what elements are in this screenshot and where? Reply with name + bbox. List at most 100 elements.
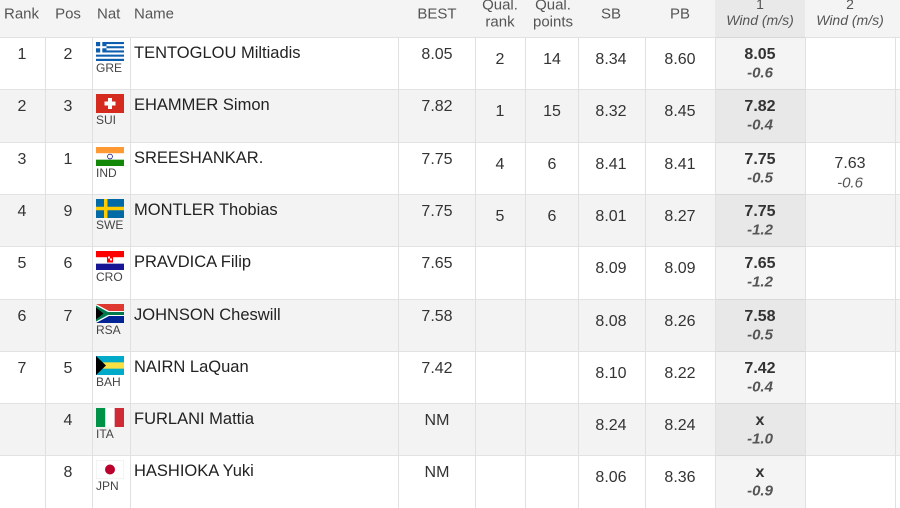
- nat-code: GRE: [96, 61, 123, 75]
- attempt-col-bg: [715, 0, 805, 508]
- qual-rank: 2: [495, 51, 505, 68]
- column-header: Wind (m/s): [816, 12, 884, 28]
- pos: 4: [63, 412, 73, 430]
- best: 7.82: [421, 98, 453, 116]
- attempt1-wind: -0.9: [747, 482, 773, 500]
- qual-rank: 5: [495, 207, 505, 225]
- row-bg: [0, 89, 900, 142]
- sb: 8.06: [595, 469, 627, 487]
- sb: 8.09: [595, 260, 627, 278]
- best: 7.75: [421, 150, 453, 168]
- pos: 6: [63, 255, 73, 273]
- pos: 5: [63, 359, 73, 377]
- column-divider: [398, 37, 399, 508]
- column-divider: [92, 37, 93, 508]
- column-header: Qual.: [482, 0, 518, 14]
- flag: [96, 146, 124, 166]
- attempt1-wind: -1.0: [747, 430, 773, 448]
- qual-points: 15: [543, 103, 561, 121]
- column-divider: [645, 37, 646, 508]
- column-header: PB: [669, 5, 691, 23]
- flag: [96, 408, 124, 428]
- pos: 3: [63, 98, 73, 116]
- best: 7.58: [421, 307, 453, 325]
- flag: [96, 198, 124, 218]
- column-divider: [525, 37, 526, 508]
- row-bg: [0, 193, 900, 247]
- row-bg: [0, 350, 900, 404]
- row-bg: [0, 37, 900, 90]
- column-divider: [45, 37, 46, 508]
- attempt1-wind: -0.5: [747, 169, 773, 187]
- attempt1-mark: 8.05: [744, 46, 776, 63]
- athlete-name: EHAMMER Simon: [134, 96, 270, 115]
- best: 7.42: [421, 359, 453, 377]
- athlete-name: HASHIOKA Yuki: [134, 462, 254, 481]
- flag: [96, 355, 124, 375]
- qual-rank: 4: [495, 155, 505, 173]
- athlete-name: TENTOGLOU Miltiadis: [134, 43, 301, 62]
- athlete-name: SREESHANKAR.: [134, 148, 264, 167]
- athlete-name: FURLANI Mattia: [134, 409, 255, 428]
- attempt1-mark: x: [755, 412, 765, 430]
- pos: 2: [63, 46, 73, 63]
- best: NM: [424, 464, 450, 482]
- column-header: 1: [756, 0, 764, 12]
- sb: 8.24: [595, 417, 627, 435]
- flag: [96, 94, 124, 114]
- best: 7.65: [421, 255, 453, 273]
- pb: 8.45: [664, 103, 696, 121]
- attempt2-wind: -0.6: [837, 174, 863, 192]
- athlete-name: NAIRN LaQuan: [134, 357, 249, 376]
- pb: 8.36: [664, 469, 696, 487]
- column-divider: [895, 37, 896, 508]
- best: NM: [424, 412, 450, 430]
- flag: [96, 251, 124, 271]
- column-header: Pos: [55, 5, 81, 23]
- pos: 9: [63, 202, 73, 220]
- column-divider: [578, 37, 579, 508]
- athlete-name: PRAVDICA Filip: [134, 252, 252, 271]
- attempt1-mark: x: [755, 464, 765, 482]
- pb: 8.27: [664, 207, 696, 225]
- flag: [96, 42, 124, 61]
- nat-code: JPN: [96, 479, 119, 494]
- attempt1-wind: -0.4: [747, 116, 773, 134]
- nat-code: ITA: [96, 427, 114, 442]
- athlete-name: MONTLER Thobias: [134, 200, 278, 219]
- attempt1-wind: -0.4: [747, 378, 773, 396]
- pb: 8.60: [664, 51, 696, 68]
- pos: 1: [63, 150, 73, 168]
- nat-code: CRO: [96, 270, 123, 285]
- column-header: Wind (m/s): [726, 12, 794, 28]
- rank: 5: [17, 255, 27, 273]
- column-header: Rank: [4, 5, 40, 23]
- column-divider: [130, 37, 131, 508]
- rank: 6: [17, 307, 27, 325]
- qual-points: 14: [543, 51, 561, 68]
- athlete-name: JOHNSON Cheswill: [134, 305, 281, 324]
- column-divider: [475, 37, 476, 508]
- qual-points: 6: [547, 155, 557, 173]
- best: 7.75: [421, 202, 453, 220]
- pb: 8.26: [664, 312, 696, 330]
- pos: 7: [63, 307, 73, 325]
- attempt1-mark: 7.75: [744, 202, 776, 220]
- rank: 4: [17, 202, 27, 220]
- column-divider: [805, 37, 806, 508]
- nat-code: IND: [96, 165, 117, 180]
- sb: 8.32: [595, 103, 627, 121]
- header-bg: [0, 0, 900, 37]
- rank: 1: [17, 46, 27, 63]
- nat-code: BAH: [96, 374, 121, 389]
- flag: [96, 303, 124, 323]
- best: 8.05: [421, 46, 453, 63]
- attempt1-wind: -0.6: [747, 64, 773, 82]
- row-bg: [0, 403, 900, 456]
- pb: 8.41: [664, 155, 696, 173]
- attempt1-wind: -0.5: [747, 326, 773, 343]
- attempt1-mark: 7.58: [744, 307, 776, 325]
- pb: 8.24: [664, 417, 696, 435]
- row-bg: [0, 141, 900, 194]
